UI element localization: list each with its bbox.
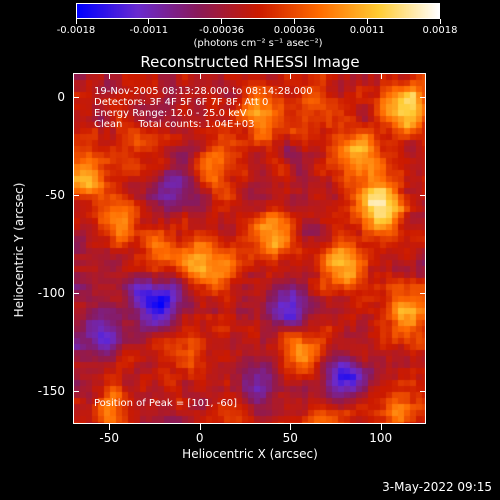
annotation-detectors: Detectors: 3F 4F 5F 6F 7F 8F, Att 0 <box>94 97 269 108</box>
annotation-energy: Energy Range: 12.0 - 25.0 keV <box>94 108 247 119</box>
x-tick <box>290 73 292 79</box>
annotation-clean: Clean Total counts: 1.04E+03 <box>94 119 255 130</box>
y-axis-title: Heliocentric Y (arcsec) <box>12 182 26 318</box>
x-tick-label: 50 <box>282 431 298 445</box>
x-tick <box>199 73 201 79</box>
colorbar-tick <box>439 19 441 24</box>
colorbar-tick-label: 0.00036 <box>273 25 316 36</box>
x-tick <box>290 424 292 430</box>
x-tick-label: 0 <box>195 431 204 445</box>
colorbar-tick <box>366 19 368 24</box>
colorbar <box>76 3 440 19</box>
colorbar-tick <box>293 19 295 24</box>
annotation-time: 19-Nov-2005 08:13:28.000 to 08:14:28.000 <box>94 86 313 97</box>
colorbar-tick-label: -0.00036 <box>199 25 245 36</box>
colorbar-tick-label: 0.0018 <box>422 25 458 36</box>
chart-title: Reconstructed RHESSI Image <box>140 53 360 71</box>
plot-area: 19-Nov-2005 08:13:28.000 to 08:14:28.000… <box>73 73 426 424</box>
y-tick <box>420 194 426 196</box>
x-tick <box>380 73 382 79</box>
heatmap-image <box>74 74 425 423</box>
timestamp: 3-May-2022 09:15 <box>382 480 492 494</box>
x-tick-label: 100 <box>369 431 393 445</box>
x-tick <box>380 424 382 430</box>
colorbar-units: (photons cm⁻² s⁻¹ asec⁻²) <box>193 38 323 49</box>
y-tick <box>420 96 426 98</box>
y-tick-label: 0 <box>57 89 65 104</box>
annotation-peak: Position of Peak = [101, -60] <box>94 398 237 409</box>
colorbar-tick-label: -0.0011 <box>129 25 169 36</box>
y-tick <box>420 390 426 392</box>
x-tick-label: -50 <box>99 431 120 445</box>
x-tick <box>199 424 201 430</box>
colorbar-tick <box>221 19 223 24</box>
x-tick <box>109 424 111 430</box>
y-tick <box>73 96 79 98</box>
colorbar-tick <box>148 19 150 24</box>
y-tick <box>73 194 79 196</box>
y-tick-label: -50 <box>45 187 65 202</box>
x-axis-title: Heliocentric X (arcsec) <box>182 447 318 461</box>
y-tick <box>73 390 79 392</box>
y-tick <box>73 292 79 294</box>
y-tick-label: -100 <box>37 285 65 300</box>
colorbar-tick-label: -0.0018 <box>56 25 96 36</box>
colorbar-tick <box>75 19 77 24</box>
x-tick <box>109 73 111 79</box>
colorbar-tick-label: 0.0011 <box>349 25 385 36</box>
y-tick-label: -150 <box>37 383 65 398</box>
y-tick <box>420 292 426 294</box>
